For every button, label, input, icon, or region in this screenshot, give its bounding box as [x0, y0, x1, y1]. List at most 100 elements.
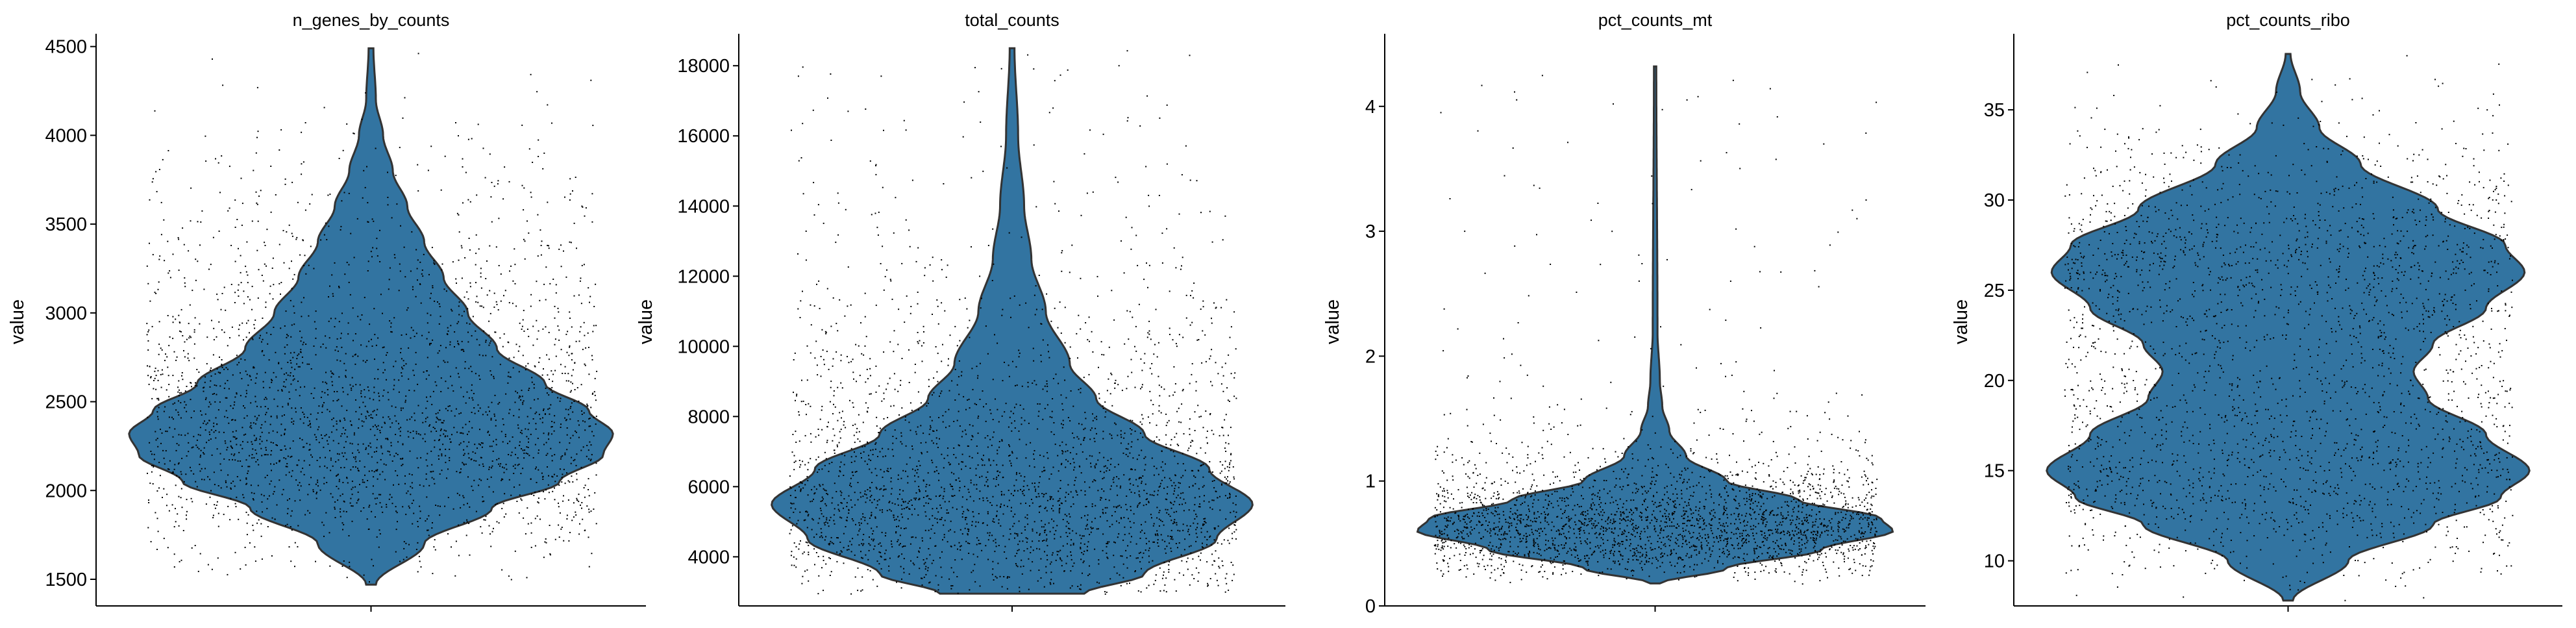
observation-point — [548, 432, 550, 434]
observation-point — [908, 421, 910, 423]
observation-point — [414, 336, 415, 337]
observation-point — [941, 576, 943, 578]
observation-point — [1140, 591, 1142, 593]
observation-point — [1053, 181, 1055, 182]
observation-point — [839, 470, 841, 471]
observation-point — [876, 560, 878, 562]
observation-point — [556, 475, 558, 477]
observation-point — [872, 579, 874, 581]
observation-point — [467, 308, 469, 310]
observation-point — [1100, 497, 1102, 499]
observation-point — [1154, 344, 1156, 345]
observation-point — [1009, 533, 1011, 535]
observation-point — [1172, 538, 1174, 540]
observation-point — [865, 108, 867, 110]
observation-point — [278, 362, 280, 364]
observation-point — [273, 284, 275, 286]
observation-point — [458, 301, 460, 303]
observation-point — [514, 486, 515, 488]
observation-point — [318, 426, 320, 428]
observation-point — [874, 468, 876, 470]
observation-point — [295, 411, 297, 413]
observation-point — [560, 349, 562, 351]
observation-point — [845, 208, 847, 210]
observation-point — [918, 409, 919, 411]
observation-point — [564, 454, 566, 456]
observation-point — [824, 489, 826, 491]
observation-point — [315, 310, 317, 312]
observation-point — [258, 269, 260, 271]
observation-point — [1182, 475, 1184, 477]
observation-point — [399, 263, 401, 265]
observation-point — [323, 402, 325, 404]
observation-point — [859, 524, 861, 526]
observation-point — [418, 555, 420, 557]
observation-point — [512, 436, 514, 438]
observation-point — [417, 383, 419, 385]
observation-point — [943, 488, 945, 490]
observation-point — [1169, 536, 1171, 537]
observation-point — [1140, 551, 1141, 553]
observation-point — [1186, 525, 1188, 527]
observation-point — [1235, 511, 1237, 513]
observation-point — [241, 466, 243, 467]
observation-point — [849, 399, 850, 401]
observation-point — [545, 542, 547, 544]
observation-point — [1067, 69, 1069, 71]
observation-point — [297, 355, 299, 357]
observation-point — [447, 327, 449, 329]
observation-point — [1009, 528, 1011, 530]
observation-point — [303, 342, 304, 344]
observation-point — [548, 492, 550, 494]
observation-point — [821, 409, 823, 411]
observation-point — [256, 419, 258, 421]
observation-point — [308, 363, 310, 365]
observation-point — [415, 351, 417, 353]
observation-point — [348, 281, 350, 283]
observation-point — [157, 370, 159, 371]
observation-point — [1183, 510, 1185, 512]
observation-point — [557, 307, 559, 309]
observation-point — [330, 376, 332, 378]
observation-point — [997, 562, 999, 564]
observation-point — [793, 542, 795, 544]
observation-point — [554, 487, 555, 489]
observation-point — [1028, 558, 1030, 560]
observation-point — [387, 197, 389, 198]
observation-point — [1113, 541, 1115, 543]
observation-point — [451, 546, 452, 548]
observation-point — [1195, 390, 1197, 392]
observation-point — [1148, 501, 1150, 503]
observation-point — [188, 323, 190, 325]
observation-point — [987, 512, 989, 514]
observation-point — [437, 366, 439, 368]
observation-point — [249, 426, 251, 428]
observation-point — [1195, 476, 1196, 478]
observation-point — [230, 446, 232, 448]
observation-point — [281, 494, 283, 496]
observation-point — [256, 202, 258, 204]
observation-point — [166, 494, 168, 496]
observation-point — [528, 438, 530, 440]
observation-point — [408, 347, 410, 349]
observation-point — [253, 529, 254, 531]
observation-point — [1111, 515, 1113, 517]
observation-point — [1165, 498, 1167, 500]
observation-point — [1180, 554, 1182, 556]
observation-point — [360, 390, 362, 392]
observation-point — [547, 484, 549, 486]
observation-point — [826, 517, 828, 519]
observation-point — [562, 473, 564, 475]
observation-point — [895, 438, 897, 440]
observation-point — [154, 292, 156, 294]
observation-point — [315, 337, 317, 339]
observation-point — [262, 338, 264, 340]
observation-point — [436, 431, 438, 432]
observation-point — [847, 545, 849, 547]
observation-point — [230, 487, 232, 489]
observation-point — [1055, 373, 1057, 375]
observation-point — [800, 540, 801, 542]
observation-point — [299, 331, 301, 333]
observation-point — [195, 382, 196, 384]
observation-point — [857, 482, 859, 483]
